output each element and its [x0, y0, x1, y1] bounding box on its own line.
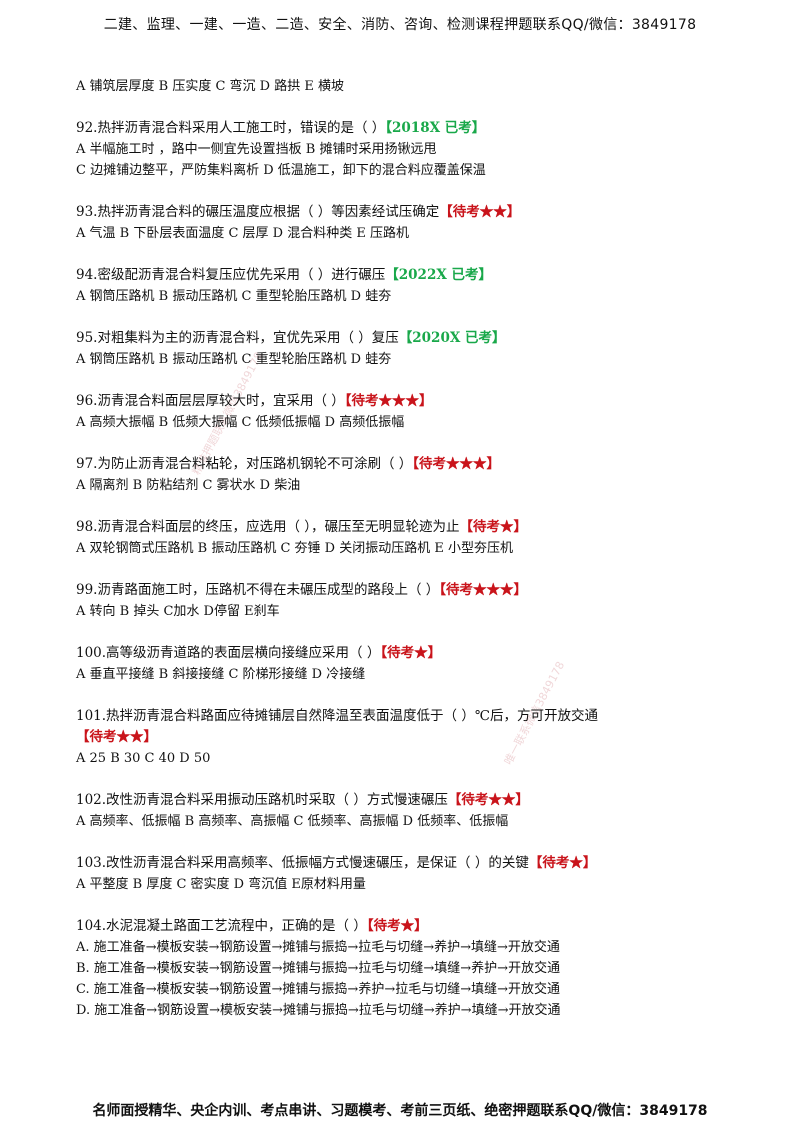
question-block: 103.改性沥青混合料采用高频率、低振幅方式慢速碾压，是保证（ ）的关键【待考★…	[76, 853, 776, 895]
exam-year-tag: 【2018X 已考】	[385, 120, 486, 136]
question-text: 97.为防止沥青混合料粘轮，对压路机钢轮不可涂刷（ ）	[76, 456, 413, 472]
pending-exam-tag: 【待考★】	[366, 918, 428, 934]
options-line: A 转向 B 掉头 C加水 D停留 E刹车	[76, 604, 280, 619]
question-stem: 101.热拌沥青混合料路面应待摊铺层自然降温至表面温度低于（ ）℃后，方可开放交…	[76, 706, 776, 727]
question-text: 92.热拌沥青混合料采用人工施工时，错误的是（ ）	[76, 120, 386, 136]
question-text: 94.密级配沥青混合料复压应优先采用（ ）进行碾压	[76, 267, 386, 283]
pending-exam-tag: 【待考★★★】	[344, 393, 433, 409]
options-line: C. 施工准备→模板安装→钢筋设置→摊铺与振捣→养护→拉毛与切缝→填缝→开放交通	[76, 982, 560, 997]
options-line: A 钢筒压路机 B 振动压路机 C 重型轮胎压路机 D 蛙夯	[76, 289, 392, 304]
options-line: A 垂直平接缝 B 斜接接缝 C 阶梯形接缝 D 冷接缝	[76, 667, 366, 682]
question-text: 95.对粗集料为主的沥青混合料，宜优先采用（ ）复压	[76, 330, 399, 346]
exam-year-tag: 【2022X 已考】	[385, 267, 493, 283]
exam-year-tag: 【2020X 已考】	[398, 330, 506, 346]
question-block: 96.沥青混合料面层层厚较大时，宜采用（ ）【待考★★★】 A 高频大振幅 B …	[76, 391, 776, 433]
pending-exam-tag: 【待考★★】	[76, 729, 157, 745]
question-text: 93.热拌沥青混合料的碾压温度应根据（ ）等因素经试压确定	[76, 204, 440, 220]
options-line: A 半幅施工时 ，路中一侧宜先设置挡板 B 摊铺时采用扬锹远甩	[76, 142, 437, 157]
options-line: A 高频率、低振幅 B 高频率、高振幅 C 低频率、高振幅 D 低频率、低振幅	[76, 814, 509, 829]
options-line: D. 施工准备→钢筋设置→模板安装→摊铺与振捣→拉毛与切缝→养护→填缝→开放交通	[76, 1003, 561, 1018]
question-stem: 103.改性沥青混合料采用高频率、低振幅方式慢速碾压，是保证（ ）的关键【待考★…	[76, 853, 776, 874]
tag-line: 【待考★★】	[76, 727, 776, 748]
question-stem: 104.水泥混凝土路面工艺流程中，正确的是（ ）【待考★】	[76, 916, 776, 937]
question-block: 94.密级配沥青混合料复压应优先采用（ ）进行碾压【2022X 已考】 A 钢筒…	[76, 265, 776, 307]
options-line: A 气温 B 下卧层表面温度 C 层厚 D 混合料种类 E 压路机	[76, 226, 409, 241]
question-block: 102.改性沥青混合料采用振动压路机时采取（ ）方式慢速碾压【待考★★】 A 高频…	[76, 790, 776, 832]
question-stem: 97.为防止沥青混合料粘轮，对压路机钢轮不可涂刷（ ）【待考★★★】	[76, 454, 776, 475]
options-line: A 高频大振幅 B 低频大振幅 C 低频低振幅 D 高频低振幅	[76, 415, 405, 430]
options-line: A 平整度 B 厚度 C 密实度 D 弯沉值 E原材料用量	[76, 877, 366, 892]
pending-exam-tag: 【待考★】	[459, 519, 528, 535]
pending-exam-tag: 【待考★】	[380, 645, 442, 661]
question-text: 103.改性沥青混合料采用高频率、低振幅方式慢速碾压，是保证（ ）的关键	[76, 855, 529, 871]
pending-exam-tag: 【待考★】	[528, 855, 597, 871]
options-line: C 边摊铺边整平，严防集料离析 D 低温施工，卸下的混合料应覆盖保温	[76, 163, 486, 178]
question-stem: 93.热拌沥青混合料的碾压温度应根据（ ）等因素经试压确定【待考★★】	[76, 202, 776, 223]
question-block: 92.热拌沥青混合料采用人工施工时，错误的是（ ）【2018X 已考】 A 半幅施…	[76, 118, 776, 181]
question-stem: 96.沥青混合料面层层厚较大时，宜采用（ ）【待考★★★】	[76, 391, 776, 412]
options-line: A. 施工准备→模板安装→钢筋设置→摊铺与振捣→拉毛与切缝→养护→填缝→开放交通	[76, 940, 560, 955]
options-line: A 铺筑层厚度 B 压实度 C 弯沉 D 路拱 E 横坡	[76, 79, 344, 94]
pending-exam-tag: 【待考★★】	[439, 204, 521, 220]
options-line: A 钢筒压路机 B 振动压路机 C 重型轮胎压路机 D 蛙夯	[76, 352, 392, 367]
options-line: A 25 B 30 C 40 D 50	[76, 751, 211, 766]
question-stem: 102.改性沥青混合料采用振动压路机时采取（ ）方式慢速碾压【待考★★】	[76, 790, 776, 811]
question-text: 102.改性沥青混合料采用振动压路机时采取（ ）方式慢速碾压	[76, 792, 448, 808]
page-footer: 名师面授精华、央企内训、考点串讲、习题模考、考前三页纸、绝密押题联系QQ/微信：…	[92, 1103, 708, 1119]
options-line: A 双轮钢筒式压路机 B 振动压路机 C 夯锤 D 关闭振动压路机 E 小型夯压…	[76, 541, 513, 556]
question-block: 99.沥青路面施工时，压路机不得在未碾压成型的路段上（ ）【待考★★★】 A 转向…	[76, 580, 776, 622]
pending-exam-tag: 【待考★★★】	[412, 456, 501, 472]
question-block: 93.热拌沥青混合料的碾压温度应根据（ ）等因素经试压确定【待考★★】 A 气温 …	[76, 202, 776, 244]
question-block: 95.对粗集料为主的沥青混合料，宜优先采用（ ）复压【2020X 已考】 A 钢筒…	[76, 328, 776, 370]
question-stem: 95.对粗集料为主的沥青混合料，宜优先采用（ ）复压【2020X 已考】	[76, 328, 776, 349]
question-stem: 98.沥青混合料面层的终压，应选用（ ），碾压至无明显轮迹为止【待考★】	[76, 517, 776, 538]
question-text: 100.高等级沥青道路的表面层横向接缝应采用（ ）	[76, 645, 381, 661]
pending-exam-tag: 【待考★★】	[447, 792, 529, 808]
question-block: 101.热拌沥青混合料路面应待摊铺层自然降温至表面温度低于（ ）℃后，方可开放交…	[76, 706, 776, 769]
question-block: 100.高等级沥青道路的表面层横向接缝应采用（ ）【待考★】 A 垂直平接缝 B …	[76, 643, 776, 685]
question-block: 97.为防止沥青混合料粘轮，对压路机钢轮不可涂刷（ ）【待考★★★】 A 隔离剂 …	[76, 454, 776, 496]
question-text: 98.沥青混合料面层的终压，应选用（ ），碾压至无明显轮迹为止	[76, 519, 460, 535]
question-block: 104.水泥混凝土路面工艺流程中，正确的是（ ）【待考★】 A. 施工准备→模板安…	[76, 916, 776, 1021]
question-text: 96.沥青混合料面层层厚较大时，宜采用（ ）	[76, 393, 345, 409]
question-text: 101.热拌沥青混合料路面应待摊铺层自然降温至表面温度低于（ ）℃后，方可开放交…	[76, 708, 598, 724]
question-stem: 92.热拌沥青混合料采用人工施工时，错误的是（ ）【2018X 已考】	[76, 118, 776, 139]
question-text: 99.沥青路面施工时，压路机不得在未碾压成型的路段上（ ）	[76, 582, 440, 598]
question-stem: 94.密级配沥青混合料复压应优先采用（ ）进行碾压【2022X 已考】	[76, 265, 776, 286]
question-block: 98.沥青混合料面层的终压，应选用（ ），碾压至无明显轮迹为止【待考★】 A 双轮…	[76, 517, 776, 559]
options-line: B. 施工准备→模板安装→钢筋设置→摊铺与振捣→拉毛与切缝→填缝→养护→开放交通	[76, 961, 561, 976]
pending-exam-tag: 【待考★★★】	[439, 582, 528, 598]
options-line: A 隔离剂 B 防粘结剂 C 雾状水 D 柴油	[76, 478, 301, 493]
question-stem: 99.沥青路面施工时，压路机不得在未碾压成型的路段上（ ）【待考★★★】	[76, 580, 776, 601]
page-header: 二建、监理、一建、一造、二造、安全、消防、咨询、检测课程押题联系QQ/微信：38…	[103, 17, 697, 33]
question-text: 104.水泥混凝土路面工艺流程中，正确的是（ ）	[76, 918, 367, 934]
question-list: A 铺筑层厚度 B 压实度 C 弯沉 D 路拱 E 横坡 92.热拌沥青混合料采…	[76, 76, 776, 1021]
question-stem: 100.高等级沥青道路的表面层横向接缝应采用（ ）【待考★】	[76, 643, 776, 664]
